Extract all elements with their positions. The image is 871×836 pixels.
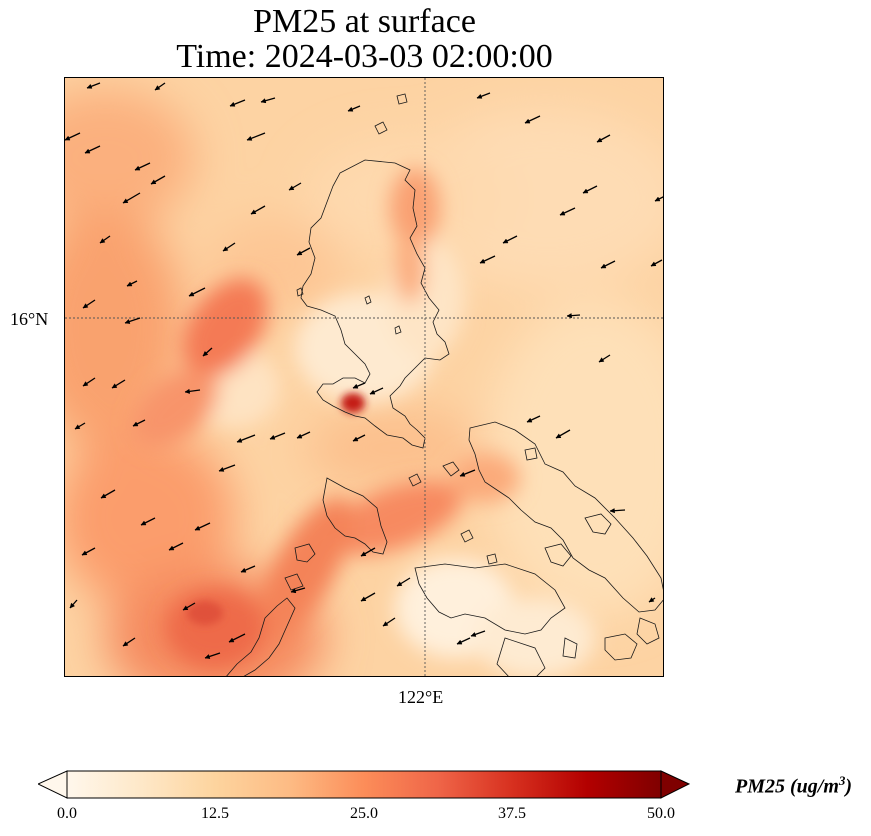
wind-arrowhead <box>204 654 211 659</box>
wind-arrowhead <box>269 434 276 440</box>
wind-arrowhead <box>555 433 562 439</box>
wind-arrowhead <box>648 597 655 603</box>
wind-arrowhead <box>132 421 139 427</box>
wind-arrowhead <box>654 196 661 202</box>
wind-arrowhead <box>236 437 243 443</box>
colorbar-max-extension <box>660 770 690 799</box>
wind-arrowhead <box>168 545 175 551</box>
wind-arrowhead <box>65 135 71 141</box>
wind-arrowhead <box>609 508 615 514</box>
colorbar-label-close: ) <box>845 775 853 798</box>
wind-arrowhead <box>126 281 133 287</box>
plot-title: PM25 at surface Time: 2024-03-03 02:00:0… <box>0 4 729 74</box>
coastlines <box>226 93 663 676</box>
colorbar-min-extension <box>38 770 68 799</box>
wind-arrowhead <box>352 383 359 389</box>
wind-arrowhead <box>479 258 486 264</box>
wind-arrowhead <box>296 433 303 439</box>
wind-arrowhead <box>229 101 236 107</box>
wind-arrowhead <box>470 631 477 637</box>
colorbar-label-text: PM25 (ug/m <box>735 775 839 798</box>
wind-arrowhead <box>74 424 81 430</box>
wind-arrowhead <box>360 596 367 602</box>
wind-arrowhead <box>188 291 195 297</box>
colorbar-gradient <box>66 770 662 799</box>
wind-arrowhead <box>476 93 483 99</box>
wind-arrowhead <box>600 263 607 269</box>
wind-arrowhead <box>352 436 359 442</box>
wind-arrowhead <box>246 135 253 141</box>
colorbar-tick-label: 50.0 <box>647 805 675 822</box>
wind-arrowhead <box>459 471 466 477</box>
wind-arrowhead <box>369 389 376 395</box>
wind-arrowhead <box>228 637 235 643</box>
wind-arrowhead <box>84 148 91 154</box>
wind-arrowhead <box>582 188 589 194</box>
wind-arrowhead <box>150 179 157 185</box>
wind-arrowhead <box>566 313 572 319</box>
map-panel <box>64 77 664 677</box>
wind-arrowhead <box>260 98 267 104</box>
pm25-field <box>65 78 663 676</box>
wind-arrowhead <box>82 303 89 309</box>
colorbar <box>38 770 690 799</box>
gridlines <box>65 78 663 676</box>
latitude-tick-label: 16°N <box>10 309 49 329</box>
wind-arrowhead <box>559 210 566 216</box>
wind-arrowhead <box>222 246 229 252</box>
wind-arrowhead <box>502 238 509 244</box>
longitude-tick-label: 122°E <box>398 687 444 707</box>
wind-arrowhead <box>99 238 106 244</box>
wind-arrowhead <box>124 319 131 324</box>
wind-arrowhead <box>360 551 367 557</box>
colorbar-tick-label: 12.5 <box>201 805 229 822</box>
wind-arrowhead <box>81 550 88 556</box>
colorbar-tick-label: 37.5 <box>498 805 526 822</box>
wind-arrowhead <box>184 388 191 394</box>
wind-arrowhead <box>122 198 129 204</box>
wind-arrowhead <box>250 209 257 215</box>
wind-arrowhead <box>524 118 531 124</box>
wind-arrowhead <box>382 621 389 627</box>
colorbar-tick-label: 0.0 <box>57 805 77 822</box>
wind-arrowhead <box>82 381 89 387</box>
wind-arrowhead <box>182 605 189 611</box>
wind-arrowhead <box>69 602 76 609</box>
wind-arrowhead <box>290 588 297 594</box>
wind-arrowhead <box>288 185 295 191</box>
wind-arrowhead <box>347 106 354 112</box>
wind-arrowhead <box>596 137 603 143</box>
colorbar-tick-label: 25.0 <box>350 805 378 822</box>
wind-arrowhead <box>650 261 657 267</box>
wind-vectors <box>65 82 663 659</box>
plot-title-line2: Time: 2024-03-03 02:00:00 <box>176 38 553 75</box>
colorbar-label: PM25 (ug/m3) <box>735 773 852 799</box>
plot-title-line1: PM25 at surface <box>253 3 476 40</box>
wind-arrowhead <box>194 525 201 531</box>
wind-arrowhead <box>122 641 129 647</box>
wind-arrowhead <box>134 165 141 171</box>
wind-arrowhead <box>456 639 463 645</box>
wind-arrowhead <box>396 581 403 587</box>
wind-arrowhead <box>140 520 147 526</box>
wind-arrow <box>65 82 663 659</box>
wind-arrowhead <box>154 85 161 91</box>
wind-arrowhead <box>296 250 303 256</box>
wind-arrowhead <box>598 357 605 363</box>
wind-arrowhead <box>218 466 225 472</box>
wind-arrowhead <box>100 493 107 499</box>
wind-arrowhead <box>240 567 247 573</box>
wind-arrowhead <box>111 383 118 389</box>
wind-arrowhead <box>526 417 533 423</box>
map-canvas <box>65 78 663 676</box>
wind-arrowhead <box>86 83 93 89</box>
wind-arrowhead <box>202 350 209 357</box>
colorbar-label-superscript: 3 <box>838 773 846 788</box>
